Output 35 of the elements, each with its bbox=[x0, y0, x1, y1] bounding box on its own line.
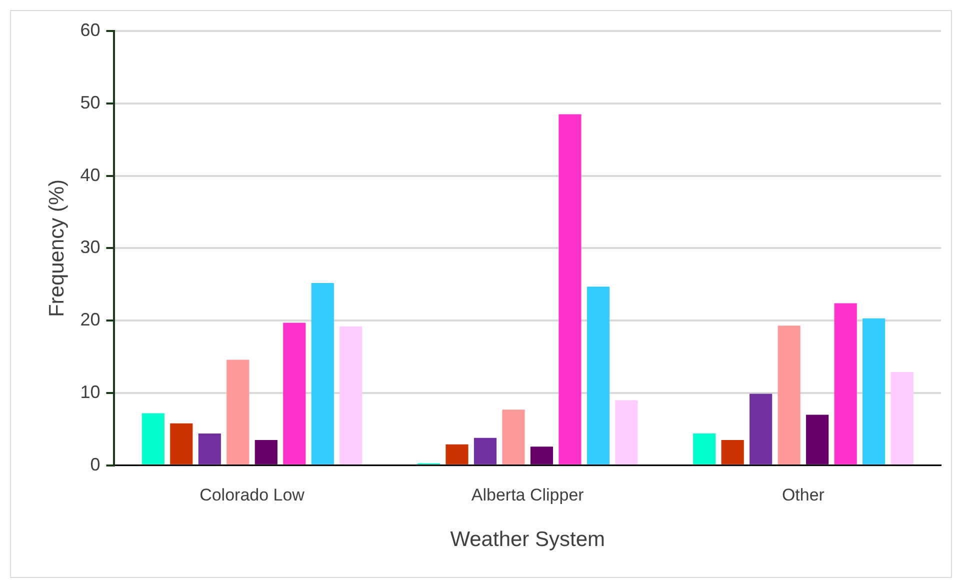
bar bbox=[283, 322, 306, 464]
bar bbox=[446, 444, 468, 464]
bar bbox=[721, 440, 744, 464]
bar bbox=[530, 446, 554, 464]
x-tick-label: Other bbox=[782, 485, 825, 504]
y-tick-label: 20 bbox=[80, 310, 100, 330]
bar bbox=[198, 434, 221, 464]
y-tick-label: 10 bbox=[80, 382, 100, 402]
bar bbox=[474, 438, 497, 464]
y-tick-label: 0 bbox=[90, 454, 100, 474]
y-tick-label: 30 bbox=[80, 237, 100, 258]
x-axis-title: Weather System bbox=[450, 528, 606, 552]
bar bbox=[806, 414, 829, 464]
bar bbox=[615, 400, 638, 464]
bar bbox=[834, 303, 857, 464]
y-tick-label: 60 bbox=[80, 20, 100, 40]
bar bbox=[311, 282, 334, 464]
bar bbox=[502, 410, 525, 464]
bar bbox=[170, 423, 193, 464]
bar bbox=[226, 360, 250, 464]
bar bbox=[558, 114, 582, 464]
x-tick-label: Colorado Low bbox=[200, 485, 306, 504]
bar bbox=[693, 434, 716, 464]
y-tick-label: 40 bbox=[80, 164, 100, 185]
bar bbox=[142, 413, 164, 464]
bar bbox=[778, 326, 800, 464]
bar bbox=[750, 394, 772, 464]
bar bbox=[890, 372, 914, 464]
bar bbox=[586, 286, 610, 464]
bar bbox=[254, 440, 278, 464]
bar bbox=[340, 326, 362, 464]
y-axis-title: Frequency (%) bbox=[45, 179, 68, 318]
y-tick-label: 50 bbox=[80, 92, 100, 112]
bar bbox=[862, 318, 886, 464]
x-tick-label: Alberta Clipper bbox=[471, 485, 584, 504]
